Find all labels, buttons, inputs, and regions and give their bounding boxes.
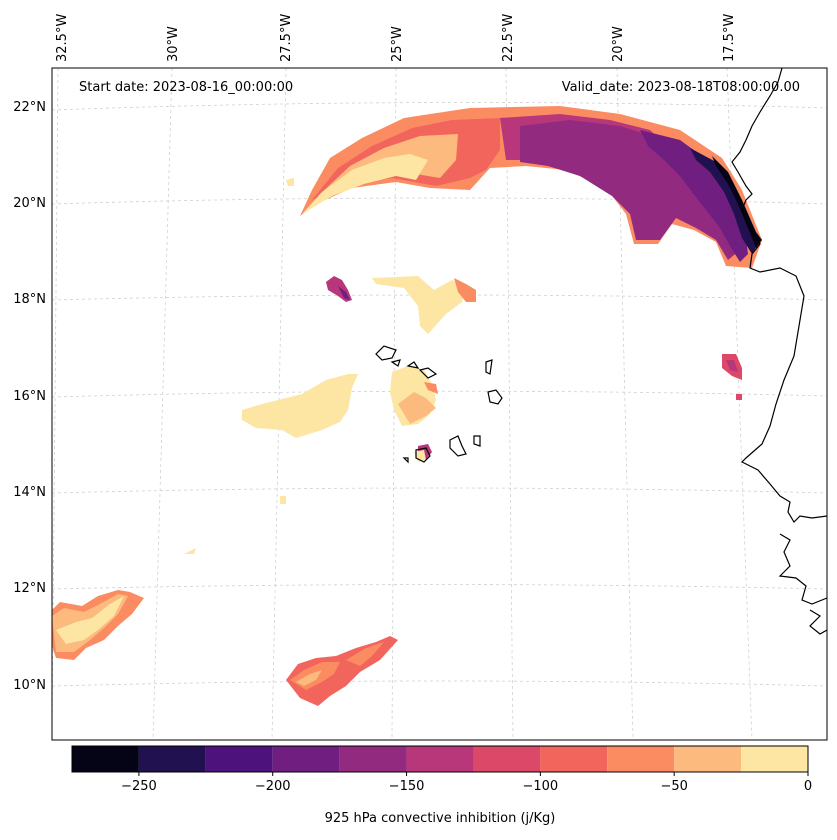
lat-grid-line (51, 680, 828, 687)
valid-date-label: Valid_date: 2023-08-18T08:00:00.00 (562, 80, 800, 95)
lat-tick-label: 12°N (13, 581, 46, 596)
lon-tick-label: 27.5°W (279, 14, 294, 62)
coastline-segment (809, 609, 828, 635)
lat-tick-labels: 22°N 20°N 18°N 16°N 14°N 12°N 10°N (13, 100, 46, 693)
lon-tick-label: 32.5°W (55, 14, 70, 62)
colorbar-swatch (339, 746, 407, 772)
colorbar-swatches (72, 746, 808, 772)
cin-fill (640, 130, 748, 262)
colorbar-swatch (540, 746, 608, 772)
colorbar-swatch (205, 746, 273, 772)
cin-contours (52, 106, 762, 706)
african-coastline (731, 67, 828, 523)
lon-grid-line (505, 67, 514, 741)
lon-tick-label: 17.5°W (722, 14, 737, 62)
lat-grid-line (51, 487, 828, 494)
cin-fill (424, 382, 438, 394)
coastline-segment (778, 533, 828, 605)
cin-fill (736, 394, 742, 400)
island (402, 457, 409, 464)
cin-fill (242, 374, 358, 438)
island (418, 367, 438, 379)
lat-tick-label: 14°N (13, 485, 46, 500)
cin-fill (726, 360, 738, 372)
colorbar-label: 925 hPa convective inhibition (j/Kg) (325, 811, 556, 826)
lat-tick-label: 20°N (13, 196, 46, 211)
colorbar-swatch (741, 746, 808, 772)
lat-tick-label: 16°N (13, 389, 46, 404)
lon-grid-line (726, 67, 753, 741)
lat-grid-line (51, 294, 828, 301)
cin-fill (184, 548, 196, 554)
lat-grid-line (51, 102, 828, 111)
cin-fill (690, 148, 758, 254)
colorbar-tick-label: −100 (523, 779, 559, 794)
colorbar-tick-label: 0 (804, 779, 812, 794)
lon-grid-line (152, 67, 173, 741)
colorbar-frame (71, 745, 809, 773)
cin-fill (398, 392, 436, 424)
lat-tick-label: 10°N (13, 678, 46, 693)
cin-fill (372, 276, 466, 334)
cin-fill (296, 670, 322, 686)
lon-tick-label: 25°W (390, 26, 405, 62)
colorbar-swatch (406, 746, 474, 772)
cin-fill (454, 278, 476, 302)
southern-cin-patch (286, 636, 398, 706)
cape-verde-cin-patch (390, 366, 438, 462)
plot-frame (51, 67, 828, 741)
southwest-cin-patch (52, 590, 144, 660)
lat-grid-line (51, 197, 828, 205)
colorbar-tick-label: −200 (255, 779, 291, 794)
cin-fill (302, 154, 428, 214)
island (449, 435, 467, 457)
colorbar-swatch (473, 746, 541, 772)
lat-grid-line (51, 584, 828, 590)
island (487, 389, 503, 405)
colorbar-tick-label: −150 (389, 779, 425, 794)
lon-tick-label: 22.5°W (501, 14, 516, 62)
lat-grid-line (51, 390, 828, 398)
colorbar-swatch (607, 746, 675, 772)
lon-tick-label: 20°W (611, 26, 626, 62)
colorbar-swatch (72, 746, 139, 772)
cin-fill (280, 496, 286, 504)
island (406, 361, 420, 369)
lat-tick-label: 22°N (13, 100, 46, 115)
lon-tick-label: 30°W (166, 26, 181, 62)
lon-grid-line (616, 67, 634, 741)
cin-fill (286, 178, 294, 186)
colorbar-tick-label: −50 (660, 779, 687, 794)
colorbar-swatch (138, 746, 206, 772)
island (375, 345, 397, 361)
cin-fill (338, 286, 350, 300)
colorbar-swatch (272, 746, 340, 772)
central-cin-patch (372, 276, 476, 334)
northern-cin-arc (300, 106, 762, 268)
island (473, 435, 481, 447)
colorbar-swatch (674, 746, 742, 772)
coastlines (375, 67, 828, 635)
island (415, 447, 431, 463)
colorbar-ticks: −250 −200 −150 −100 −50 0 (121, 772, 812, 794)
island (390, 359, 401, 367)
cin-fill (346, 642, 384, 666)
lon-tick-labels: 32.5°W 30°W 27.5°W 25°W 22.5°W 20°W 17.5… (55, 14, 737, 62)
cin-fill (712, 156, 762, 248)
cin-fill (56, 596, 124, 644)
island (485, 359, 493, 375)
lat-tick-label: 18°N (13, 292, 46, 307)
colorbar: −250 −200 −150 −100 −50 0 (71, 745, 812, 794)
start-date-label: Start date: 2023-08-16_00:00:00 (79, 80, 293, 95)
colorbar-tick-label: −250 (121, 779, 157, 794)
